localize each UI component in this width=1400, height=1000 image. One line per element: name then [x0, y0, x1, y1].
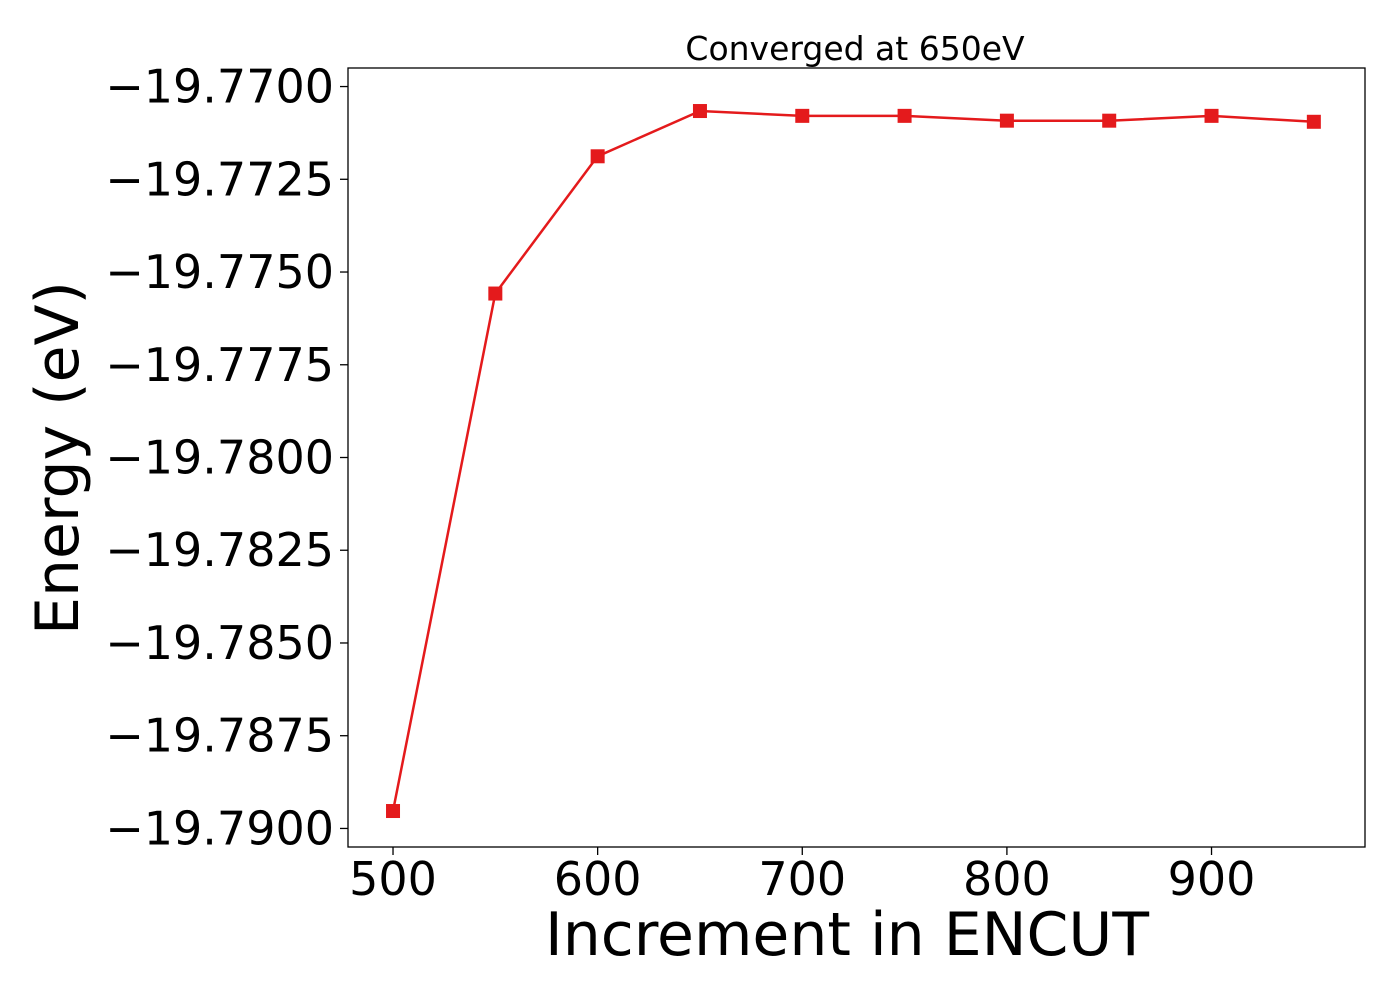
plot-area [386, 104, 1321, 819]
x-axis: 500 600 700 800 900 [349, 847, 1255, 906]
y-tick-label: −19.7900 [105, 801, 334, 855]
x-tick-label: 600 [554, 852, 642, 906]
x-axis-label: Increment in ENCUT [545, 900, 1149, 970]
series-line [391, 109, 1314, 812]
y-tick-label: −19.7850 [105, 616, 334, 670]
data-point [1204, 108, 1219, 123]
y-tick-label: −19.7750 [105, 245, 334, 299]
y-tick-label: −19.7800 [105, 431, 334, 485]
data-point [897, 108, 912, 123]
y-tick-label: −19.7775 [105, 338, 334, 392]
data-point [590, 149, 605, 164]
data-point [1102, 113, 1117, 128]
y-tick-label: −19.7700 [105, 60, 334, 114]
x-tick-label: 900 [1168, 852, 1256, 906]
chart-title: Converged at 650eV [685, 29, 1025, 68]
y-axis-label: Energy (eV) [23, 281, 93, 635]
data-point [488, 286, 503, 301]
x-tick-label: 700 [758, 852, 846, 906]
y-tick-label: −19.7725 [105, 152, 334, 206]
y-axis: −19.7700 −19.7725 −19.7750 −19.7775 −19.7800… [105, 60, 348, 855]
y-tick-label: −19.7825 [105, 523, 334, 577]
y-tick-label: −19.7875 [105, 709, 334, 763]
data-point [999, 113, 1014, 128]
data-point [1306, 114, 1321, 129]
x-tick-label: 800 [963, 852, 1051, 906]
data-point [692, 104, 707, 119]
data-point [795, 108, 810, 123]
data-point [386, 804, 401, 819]
x-tick-label: 500 [349, 852, 437, 906]
